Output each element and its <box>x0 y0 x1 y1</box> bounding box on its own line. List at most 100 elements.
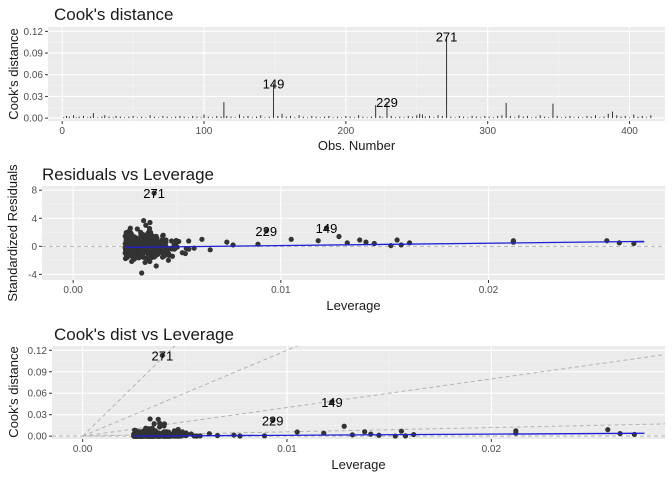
x-tick-label: 300 <box>479 126 496 137</box>
y-tick-label: 0.00 <box>24 114 44 125</box>
data-point <box>160 233 166 239</box>
data-point <box>605 427 611 433</box>
data-point <box>513 430 519 436</box>
data-point <box>134 226 140 232</box>
data-point <box>224 239 230 245</box>
panel-3-background <box>52 346 665 439</box>
data-point <box>371 240 377 247</box>
panel-3-title: Cook's dist vs Leverage <box>54 325 234 344</box>
data-point <box>150 241 156 247</box>
data-point <box>138 236 144 243</box>
data-point <box>143 255 149 261</box>
reference-line <box>82 354 665 437</box>
data-point <box>139 270 145 276</box>
data-point <box>336 233 342 240</box>
panel-2-title: Residuals vs Leverage <box>42 165 214 184</box>
data-point <box>631 240 637 247</box>
data-point <box>163 237 169 243</box>
data-point <box>143 425 149 431</box>
data-point <box>288 236 294 242</box>
point-label: 149 <box>263 76 285 91</box>
y-tick-label: 0.06 <box>24 70 44 81</box>
data-point <box>155 416 161 422</box>
data-point <box>368 431 374 437</box>
y-tick-label: 0 <box>31 242 37 253</box>
labeled-point <box>263 228 269 234</box>
data-point <box>173 237 179 244</box>
x-tick-label: 0 <box>59 126 65 137</box>
x-tick-label: 0.01 <box>277 444 297 455</box>
point-label: 229 <box>376 95 398 110</box>
data-point <box>126 238 132 244</box>
y-tick-label: 0.06 <box>28 389 48 400</box>
panel-2-y-axis-label: Standardized Residuals <box>5 164 20 302</box>
data-point <box>183 430 189 436</box>
y-tick-label: 0.09 <box>28 367 48 378</box>
data-point <box>173 241 179 248</box>
data-point <box>153 263 159 269</box>
data-point <box>631 431 637 438</box>
panel-1-grid <box>48 27 665 121</box>
labeled-point <box>323 225 330 231</box>
data-point <box>147 219 153 226</box>
data-point <box>147 416 153 422</box>
panel-2-marks: 271 229 149 <box>42 186 665 276</box>
x-tick-label: 0.02 <box>482 444 502 455</box>
data-point <box>341 423 347 429</box>
labeled-point <box>329 399 335 405</box>
clipped-marks <box>42 190 665 276</box>
data-point <box>315 238 321 244</box>
labeled-point <box>151 190 157 196</box>
smoothed-fit-line <box>125 240 645 249</box>
data-point <box>149 425 155 431</box>
data-point <box>161 421 167 427</box>
data-point <box>141 218 147 224</box>
panel-3-axes: 0.00 0.01 0.02 0.00 0.03 0.06 0.09 0.12 <box>28 346 502 455</box>
data-point <box>160 250 166 257</box>
y-tick-label: 0.09 <box>24 49 44 60</box>
data-point <box>142 259 148 266</box>
data-point <box>123 251 129 257</box>
data-point <box>616 240 622 246</box>
panel-1-x-axis-label: Obs. Number <box>318 138 396 153</box>
panel-1-y-axis-label: Cook's distance <box>6 28 21 119</box>
y-tick-label: 0.00 <box>28 432 48 443</box>
panel-2-background <box>42 186 665 280</box>
panel-2-axes: 0.00 0.01 0.02 -4 0 4 8 <box>28 186 499 296</box>
data-point <box>169 238 175 244</box>
data-point <box>207 247 213 253</box>
labeled-point <box>270 417 276 423</box>
data-point <box>394 237 400 243</box>
data-point <box>130 235 136 241</box>
y-tick-label: -4 <box>28 270 37 281</box>
data-point <box>151 421 157 427</box>
data-point <box>127 242 133 248</box>
labeled-point <box>159 352 165 358</box>
panel-1-background <box>48 27 665 121</box>
data-point <box>137 253 143 259</box>
point-label: 229 <box>255 224 277 239</box>
point-label: 149 <box>321 395 343 410</box>
data-point <box>141 247 148 253</box>
y-tick-label: 0.03 <box>24 92 44 103</box>
data-point <box>510 239 517 245</box>
x-tick-label: 100 <box>196 126 213 137</box>
panel-3-x-axis-label: Leverage <box>331 457 385 472</box>
data-point <box>294 429 300 435</box>
data-point <box>398 242 404 248</box>
data-point <box>137 247 143 253</box>
panel-1-axes: 0 100 200 300 400 0.00 0.03 0.06 0.09 0.12 <box>24 27 639 137</box>
y-tick-label: 0.03 <box>28 410 48 421</box>
data-point <box>155 240 161 246</box>
y-tick-label: 0.12 <box>28 346 48 357</box>
data-point <box>165 257 172 263</box>
x-tick-label: 0.02 <box>479 285 499 296</box>
data-point <box>126 230 132 237</box>
data-point <box>179 250 185 256</box>
data-point <box>199 236 205 242</box>
data-point <box>144 241 150 248</box>
clipped-marks <box>52 346 665 439</box>
